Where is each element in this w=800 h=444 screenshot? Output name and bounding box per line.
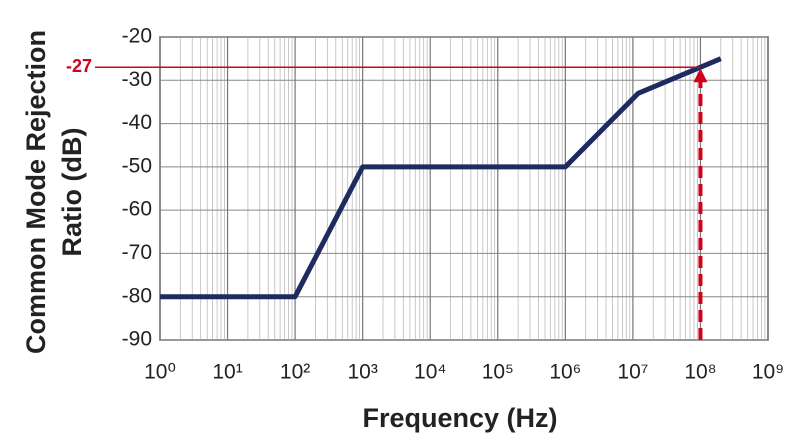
x-tick-label: 10¹: [212, 361, 242, 384]
x-axis-label: Frequency (Hz): [362, 403, 557, 433]
y-tick-label: -30: [122, 68, 152, 91]
y-tick-label: -50: [122, 154, 152, 177]
x-tick-label: 10⁰: [144, 361, 176, 384]
y-tick-label: -20: [122, 25, 152, 48]
annotation-arrow: [693, 68, 708, 83]
y-tick-label: -90: [122, 328, 152, 351]
y-tick-label: -40: [122, 111, 152, 134]
x-tick-label: 10³: [347, 361, 377, 384]
y-axis-label: Common Mode Rejection: [21, 30, 51, 354]
x-tick-label: 10⁸: [684, 361, 716, 384]
plot-area: [159, 36, 769, 341]
annotation-label: -27: [66, 56, 92, 76]
y-tick-label: -70: [122, 241, 152, 264]
y-tick-label: -60: [122, 198, 152, 221]
y-tick-label: -80: [122, 284, 152, 307]
x-tick-label: 10⁹: [752, 361, 784, 384]
y-axis-label: Ratio (dB): [57, 128, 87, 257]
x-tick-label: 10²: [280, 361, 310, 384]
x-tick-label: 10⁶: [549, 361, 581, 384]
x-tick-label: 10⁴: [414, 361, 446, 384]
x-tick-label: 10⁷: [617, 361, 648, 384]
data-line: [160, 56, 722, 300]
x-tick-label: 10⁵: [482, 361, 514, 384]
